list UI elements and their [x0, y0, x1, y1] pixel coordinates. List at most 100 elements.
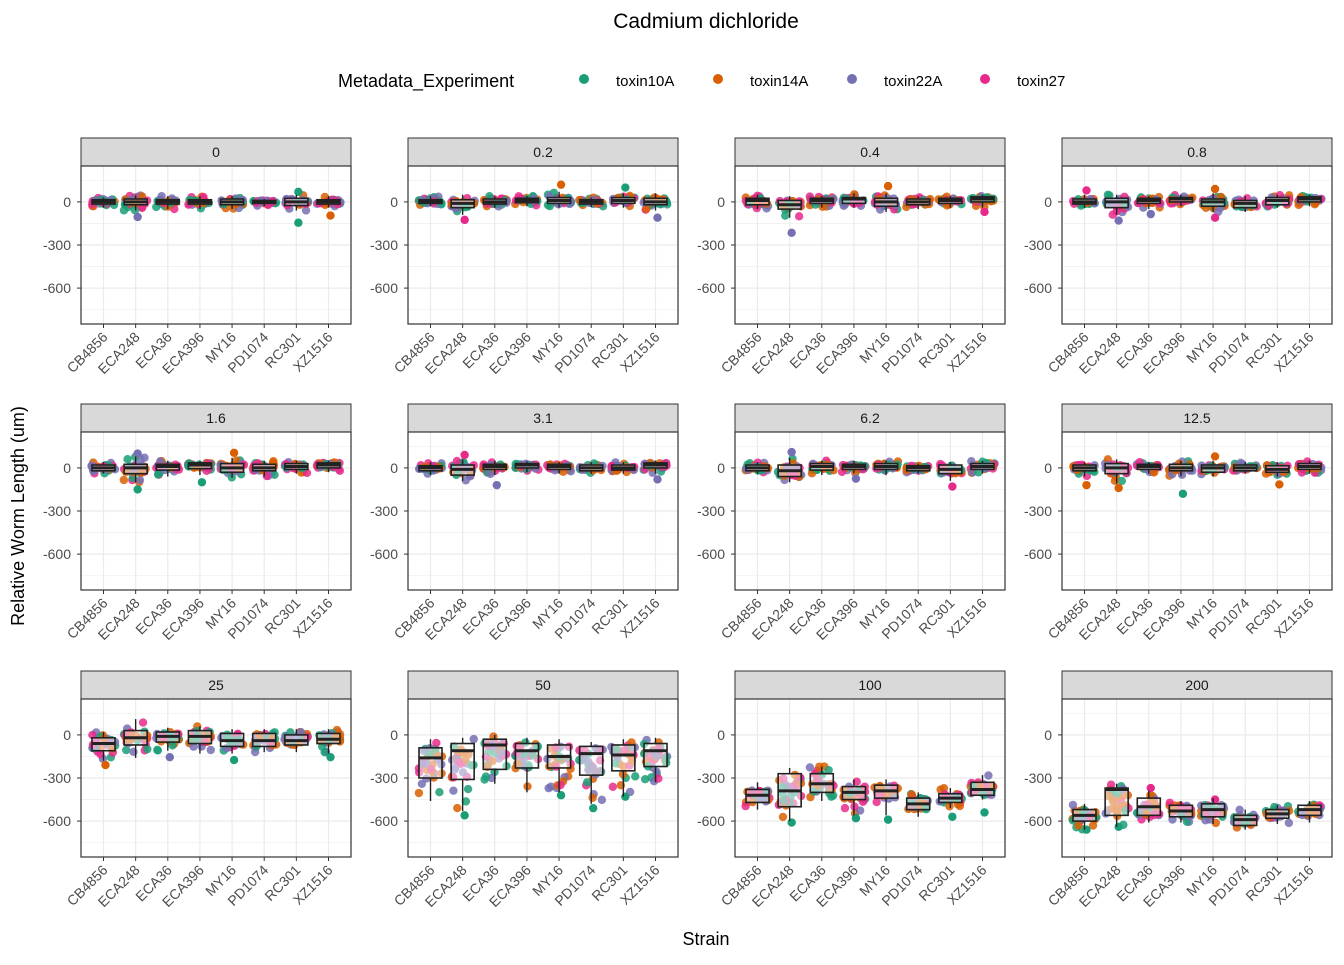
outlier-point — [556, 180, 566, 189]
data-point — [984, 771, 993, 780]
box-PD1074 — [578, 745, 604, 776]
y-tick-label: 0 — [63, 194, 71, 210]
data-point — [206, 745, 215, 755]
data-point — [452, 456, 462, 466]
y-tick-label: -600 — [370, 546, 398, 562]
x-axis-label: Strain — [682, 929, 729, 949]
data-point — [1088, 821, 1098, 830]
data-point — [828, 791, 838, 800]
outlier-point — [460, 811, 469, 820]
y-tick-label: -300 — [697, 237, 725, 253]
outlier-point — [492, 480, 501, 490]
y-tick-label: -300 — [1024, 237, 1052, 253]
strip-background — [734, 137, 1006, 167]
y-axis-label: Relative Worm Length (um) — [8, 406, 28, 626]
outlier-point — [980, 207, 989, 217]
y-tick-label: -600 — [43, 546, 71, 562]
y-tick-label: -300 — [43, 770, 71, 786]
strip-label: 0 — [212, 144, 220, 160]
legend-label-toxin14A: toxin14A — [750, 73, 808, 90]
panel-12.5: 12.50-300-600CB4856ECA248ECA36ECA396MY16… — [1024, 403, 1333, 643]
y-tick-label: -600 — [370, 280, 398, 296]
y-tick-label: -600 — [697, 546, 725, 562]
y-tick-label: 0 — [717, 727, 725, 743]
outlier-point — [1082, 186, 1091, 195]
outlier-point — [621, 792, 630, 801]
panel-6.2: 6.20-300-600CB4856ECA248ECA36ECA396MY16P… — [697, 403, 1006, 643]
data-point — [872, 797, 881, 807]
data-point — [1110, 476, 1120, 486]
data-point — [654, 774, 663, 783]
outlier-point — [1210, 795, 1220, 804]
y-tick-label: -300 — [1024, 770, 1052, 786]
data-point — [640, 775, 650, 784]
strip-label: 12.5 — [1183, 410, 1210, 426]
y-tick-label: 0 — [390, 727, 398, 743]
outlier-point — [787, 447, 796, 457]
y-tick-label: -600 — [1024, 813, 1052, 829]
data-point — [544, 783, 553, 793]
outlier-point — [948, 482, 957, 491]
outlier-point — [229, 448, 239, 458]
data-point — [301, 206, 311, 215]
data-point — [907, 790, 916, 799]
strip-background — [80, 403, 352, 433]
strip-label: 0.2 — [533, 144, 553, 160]
data-point — [463, 784, 473, 794]
outlier-point — [229, 755, 239, 765]
data-point — [435, 787, 444, 797]
data-point — [143, 744, 152, 754]
strip-background — [734, 670, 1006, 700]
y-tick-label: 0 — [63, 460, 71, 476]
outlier-point — [1275, 480, 1284, 489]
outlier-point — [883, 181, 893, 191]
data-point — [119, 475, 129, 485]
data-point — [414, 788, 424, 798]
y-tick-label: -600 — [43, 813, 71, 829]
data-point — [449, 786, 458, 795]
data-point — [1284, 818, 1294, 828]
strip-background — [1061, 670, 1333, 700]
y-tick-label: -600 — [370, 813, 398, 829]
y-tick-label: 0 — [717, 460, 725, 476]
outlier-point — [556, 791, 566, 800]
data-point — [631, 772, 640, 781]
outlier-point — [133, 449, 142, 458]
outlier-point — [460, 215, 469, 225]
panel-0.8: 0.80-300-600CB4856ECA248ECA36ECA396MY16P… — [1024, 137, 1333, 377]
box-ECA36 — [482, 738, 508, 771]
box-ECA396 — [514, 742, 540, 769]
outlier-point — [1114, 822, 1123, 832]
outlier-point — [1082, 480, 1091, 490]
panel-1.6: 1.60-300-600CB4856ECA248ECA36ECA396MY16P… — [43, 403, 352, 643]
data-point — [432, 738, 441, 748]
data-point — [121, 745, 131, 755]
strip-label: 1.6 — [206, 410, 226, 426]
data-point — [608, 782, 618, 792]
data-point — [189, 742, 198, 751]
legend-title: Metadata_Experiment — [338, 71, 514, 92]
y-tick-label: -600 — [1024, 546, 1052, 562]
outlier-point — [133, 212, 142, 222]
outlier-point — [948, 812, 957, 821]
strip-background — [1061, 137, 1333, 167]
y-tick-label: -600 — [697, 813, 725, 829]
outlier-point — [326, 211, 335, 220]
outlier-point — [326, 752, 335, 762]
data-point — [824, 765, 833, 775]
y-tick-label: 0 — [1044, 460, 1052, 476]
panel-100: 1000-300-600CB4856ECA248ECA36ECA396MY16P… — [697, 670, 1006, 910]
box-ECA248 — [450, 742, 475, 781]
data-point — [778, 812, 788, 822]
outlier-point — [851, 814, 861, 823]
y-tick-label: -300 — [43, 237, 71, 253]
outlier-point — [589, 803, 598, 813]
data-point — [1074, 821, 1083, 830]
data-point — [153, 470, 163, 479]
y-tick-label: -600 — [1024, 280, 1052, 296]
outlier-point — [1114, 216, 1123, 225]
data-point — [1177, 470, 1187, 479]
data-point — [461, 797, 471, 806]
y-tick-label: 0 — [63, 727, 71, 743]
